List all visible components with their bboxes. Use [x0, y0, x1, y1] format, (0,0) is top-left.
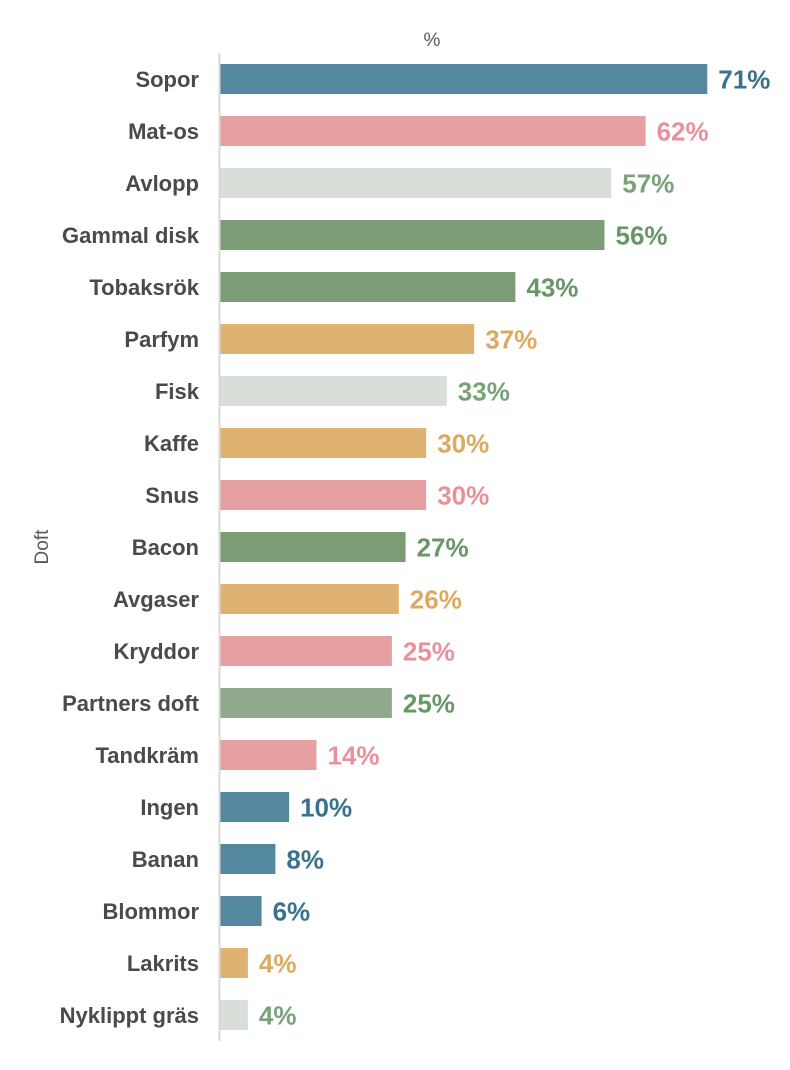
- svg-text:Tobaksrök: Tobaksrök: [89, 275, 199, 300]
- svg-text:26%: 26%: [410, 585, 462, 615]
- svg-text:Avlopp: Avlopp: [125, 171, 199, 196]
- svg-text:Snus: Snus: [145, 483, 199, 508]
- svg-text:37%: 37%: [485, 325, 537, 355]
- svg-text:Blommor: Blommor: [102, 899, 199, 924]
- svg-text:4%: 4%: [259, 949, 297, 979]
- svg-text:30%: 30%: [437, 481, 489, 511]
- svg-text:Partners doft: Partners doft: [62, 691, 200, 716]
- svg-text:6%: 6%: [273, 897, 311, 927]
- svg-text:Ingen: Ingen: [140, 795, 199, 820]
- svg-text:Banan: Banan: [132, 847, 199, 872]
- svg-text:Fisk: Fisk: [155, 379, 200, 404]
- svg-text:Mat-os: Mat-os: [128, 119, 199, 144]
- svg-text:Sopor: Sopor: [135, 67, 199, 92]
- svg-text:Avgaser: Avgaser: [113, 587, 199, 612]
- svg-text:62%: 62%: [657, 117, 709, 147]
- svg-text:Kryddor: Kryddor: [113, 639, 199, 664]
- svg-text:8%: 8%: [286, 845, 324, 875]
- svg-text:33%: 33%: [458, 377, 510, 407]
- svg-text:Doft: Doft: [32, 529, 53, 565]
- svg-text:56%: 56%: [616, 221, 668, 251]
- svg-text:10%: 10%: [300, 793, 352, 823]
- svg-text:Gammal disk: Gammal disk: [62, 223, 200, 248]
- svg-text:71%: 71%: [718, 65, 770, 95]
- svg-text:57%: 57%: [622, 169, 674, 199]
- svg-text:27%: 27%: [417, 533, 469, 563]
- svg-text:25%: 25%: [403, 637, 455, 667]
- svg-text:30%: 30%: [437, 429, 489, 459]
- svg-text:%: %: [424, 30, 441, 51]
- svg-text:Kaffe: Kaffe: [144, 431, 199, 456]
- svg-text:4%: 4%: [259, 1001, 297, 1031]
- svg-text:14%: 14%: [328, 741, 380, 771]
- svg-text:Tandkräm: Tandkräm: [95, 743, 199, 768]
- svg-text:Parfym: Parfym: [124, 327, 199, 352]
- svg-text:Lakrits: Lakrits: [127, 951, 199, 976]
- svg-text:Nyklippt gräs: Nyklippt gräs: [60, 1003, 199, 1028]
- svg-text:25%: 25%: [403, 689, 455, 719]
- svg-text:43%: 43%: [526, 273, 578, 303]
- svg-text:Bacon: Bacon: [132, 535, 199, 560]
